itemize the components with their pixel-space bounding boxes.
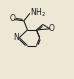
Text: O: O (9, 14, 15, 23)
Text: O: O (49, 24, 55, 33)
Text: NH$_2$: NH$_2$ (30, 6, 47, 19)
Text: N: N (13, 33, 19, 42)
